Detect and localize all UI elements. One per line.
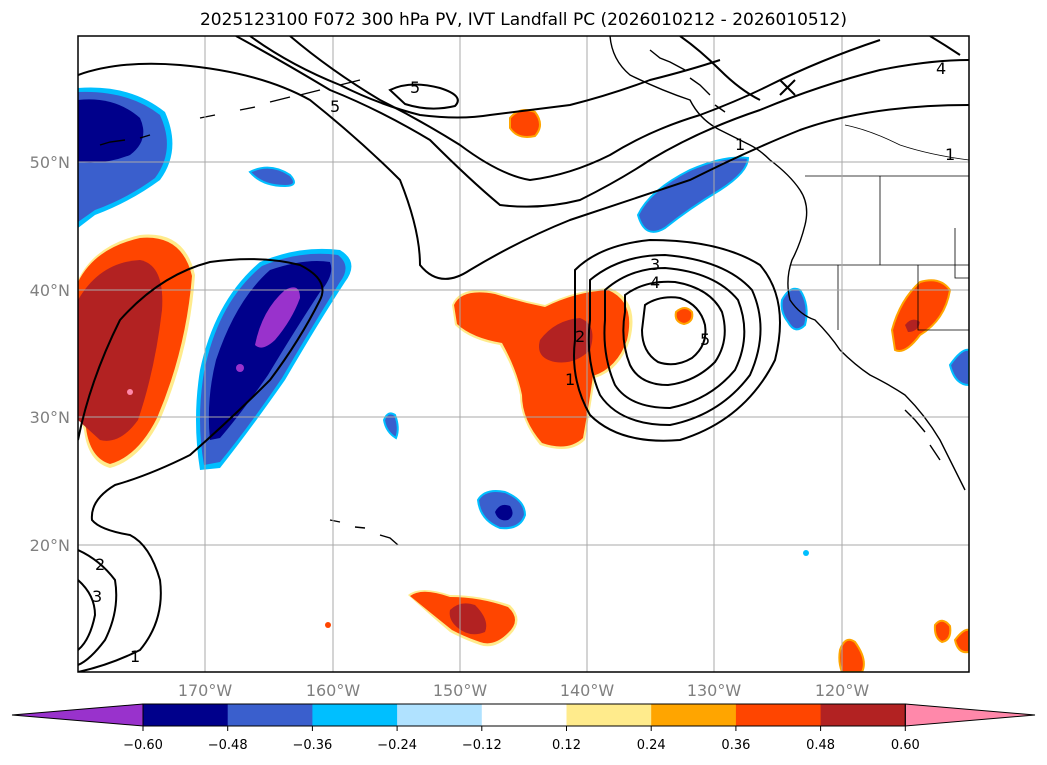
colorbar-segment [820, 704, 906, 726]
colorbar-tick-label: 0.12 [552, 738, 581, 753]
shade-bottom-positive-c [953, 628, 969, 654]
colorbar-segment [227, 704, 313, 726]
colorbar-outline [142, 703, 906, 727]
colorbar-tick-label: −0.36 [292, 738, 332, 753]
contour-label: 5 [700, 330, 710, 349]
lat-label: 50°N [30, 153, 70, 172]
lon-label: 170°W [178, 681, 233, 700]
latitude-labels: 50°N 40°N 30°N 20°N [30, 153, 70, 555]
colorbar-segment [143, 704, 229, 726]
shade-small-negative-c [382, 412, 399, 440]
contour-label: 1 [130, 647, 140, 666]
map-title: 2025123100 F072 300 hPa PV, IVT Landfall… [199, 10, 847, 30]
lon-label: 150°W [433, 681, 488, 700]
colorbar-tick-label: −0.48 [208, 738, 248, 753]
colorbar [11, 703, 1036, 727]
hawaii-islands [329, 519, 399, 546]
lon-label: 140°W [560, 681, 615, 700]
shade-dot-positive [325, 622, 331, 628]
gridlines [78, 36, 969, 672]
shade-edge-negative [948, 348, 969, 387]
shade-west-positive [78, 234, 195, 468]
map-frame [77, 35, 970, 673]
colorbar-extend-low [11, 703, 144, 727]
colorbar-tick-labels: −0.60 −0.48 −0.36 −0.24 −0.12 0.12 0.24 0.36 0.4… [123, 726, 920, 753]
lon-label: 130°W [687, 681, 742, 700]
alaska-coast [649, 49, 726, 113]
contours [78, 36, 969, 672]
longitude-labels: 170°W 160°W 150°W 140°W 130°W 120°W [178, 681, 870, 700]
colorbar-tick-label: 0.60 [891, 738, 920, 753]
contour-label: 3 [650, 255, 660, 274]
contour-label: 5 [410, 78, 420, 97]
shade-small-negative-b [780, 287, 808, 331]
colorbar-tick-label: 0.48 [806, 738, 835, 753]
colorbar-segment [566, 704, 652, 726]
shade-small-negative-a [248, 166, 295, 188]
colorbar-segment [312, 704, 398, 726]
contour-label: 1 [945, 145, 955, 164]
colorbar-extend-high [904, 703, 1036, 727]
shade-bottom-positive-b [933, 619, 952, 644]
baja-coast [904, 409, 941, 461]
colorbar-segment [481, 704, 567, 726]
aleutians [99, 79, 361, 146]
contour-label: 3 [92, 587, 102, 606]
contour-label: 2 [575, 327, 585, 346]
colorbar-segment [651, 704, 737, 726]
borders [790, 124, 969, 331]
contour-label: 2 [95, 555, 105, 574]
contour-label: 1 [565, 370, 575, 389]
contour-label: 4 [650, 273, 660, 292]
colorbar-tick-label: −0.12 [462, 738, 502, 753]
shade-nw-negative [78, 87, 173, 228]
contour-label: 4 [936, 59, 946, 78]
lat-label: 20°N [30, 536, 70, 555]
lon-label: 120°W [815, 681, 870, 700]
shade-bottom-positive-a [838, 638, 865, 672]
contour-label: 5 [330, 97, 340, 116]
contour-label: 1 [735, 135, 745, 154]
contour-labels: 5 5 4 1 3 4 5 2 1 2 3 1 1 [92, 59, 955, 666]
colorbar-tick-label: 0.24 [637, 738, 666, 753]
lon-label: 160°W [306, 681, 361, 700]
colorbar-segment [397, 704, 483, 726]
colorbar-segment [735, 704, 822, 726]
shade-small-positive-center [674, 307, 694, 326]
shade-dot-negative [803, 550, 809, 556]
colorbar-tick-label: 0.36 [721, 738, 750, 753]
colorbar-tick-label: −0.60 [123, 738, 163, 753]
shade-south-positive [408, 590, 518, 647]
colorbar-tick-label: −0.24 [377, 738, 417, 753]
lat-label: 40°N [30, 281, 70, 300]
shade-ne-negative [636, 156, 750, 233]
shade-small-positive-top [509, 109, 541, 138]
lat-label: 30°N [30, 408, 70, 427]
